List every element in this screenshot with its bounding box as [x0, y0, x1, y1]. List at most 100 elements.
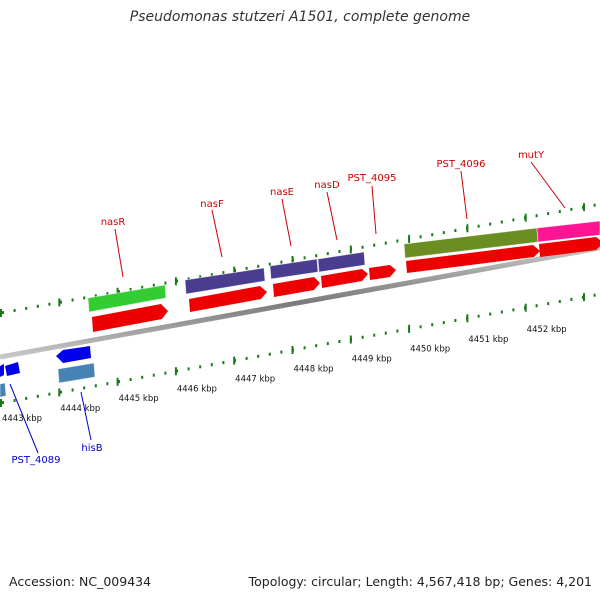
scale-label: 4446 kbp [177, 384, 217, 394]
rev-cds-arrow-left[interactable] [0, 364, 4, 377]
outer-dot [477, 224, 480, 228]
outer-dot [152, 283, 155, 287]
gene-bar-nasR[interactable] [87, 284, 167, 313]
rev-cds-arrow-PST_4089[interactable] [5, 362, 20, 376]
inner-dot [60, 390, 62, 394]
inner-dot [25, 396, 28, 400]
leader-hisB [80, 391, 92, 441]
inner-dot [222, 361, 225, 365]
inner-dot [512, 308, 515, 312]
outer-dot [512, 218, 515, 222]
outer-dot [593, 203, 596, 207]
inner-dot [83, 386, 86, 390]
label-hisB: hisB [81, 443, 102, 454]
gene-bar-nasF[interactable] [184, 267, 266, 295]
outer-dot [303, 256, 306, 260]
outer-major-tick [524, 213, 527, 222]
cds-arrow-nasF[interactable] [189, 286, 267, 312]
leader-PST_4096 [460, 170, 468, 220]
outer-dot [280, 260, 283, 264]
inner-dot [477, 314, 480, 318]
inner-dot [396, 329, 399, 333]
inner-dot [570, 297, 573, 301]
inner-dot [280, 350, 283, 354]
leader-nasF [211, 209, 223, 258]
gene-bar-nasD[interactable] [317, 251, 366, 273]
inner-major-tick [0, 399, 2, 407]
outer-dot [570, 207, 573, 211]
gene-bar-edge[interactable] [0, 382, 7, 398]
inner-dot [326, 342, 329, 346]
outer-dot [13, 309, 16, 312]
scale-label: 4448 kbp [293, 365, 333, 375]
inner-dot [454, 319, 457, 322]
inner-dot [547, 302, 550, 306]
outer-dot [141, 285, 144, 289]
cds-arrow-PST_4096[interactable] [406, 245, 540, 273]
inner-major-tick [233, 356, 236, 365]
outer-dot [547, 212, 550, 216]
cds-arrow-nasE[interactable] [273, 277, 320, 297]
label-PST_4096: PST_4096 [437, 159, 486, 170]
outer-dot [500, 220, 503, 224]
outer-dot [199, 275, 202, 279]
outer-dot [361, 245, 364, 249]
scale-label: 4445 kbp [119, 394, 159, 404]
outer-dot [187, 277, 190, 281]
outer-dot [396, 239, 399, 243]
inner-dot [558, 300, 561, 303]
inner-major-tick [174, 367, 177, 376]
outer-tick-track [0, 203, 596, 317]
inner-dot [361, 335, 364, 339]
inner-dot [419, 325, 422, 329]
outer-dot [431, 233, 434, 237]
outer-dot [164, 281, 167, 285]
outer-dot [245, 266, 248, 270]
outer-dot [454, 229, 457, 232]
cds-arrow-nasD[interactable] [321, 269, 368, 288]
label-nasD: nasD [314, 180, 340, 191]
outer-major-tick [466, 224, 469, 233]
inner-dot [373, 333, 376, 337]
label-nasR: nasR [101, 217, 126, 228]
gene-bar-mutY[interactable] [536, 220, 600, 243]
cds-arrow-mutY[interactable] [539, 237, 600, 257]
outer-dot [60, 300, 62, 304]
scale-label: 4449 kbp [352, 355, 392, 365]
label-nasF: nasF [200, 199, 224, 210]
outer-dot [268, 262, 271, 266]
outer-dot [2, 311, 4, 315]
outer-dot [25, 306, 28, 310]
inner-dot [13, 399, 16, 402]
outer-major-tick [0, 309, 2, 317]
leader-PST_4089 [9, 383, 39, 454]
outer-dot [36, 304, 39, 308]
inner-major-tick [291, 346, 294, 354]
label-nasE: nasE [270, 187, 294, 198]
outer-major-tick [349, 245, 352, 254]
inner-dot [257, 354, 260, 358]
inner-dot [210, 363, 213, 367]
outer-major-tick [58, 298, 61, 307]
cds-arrow-PST_4095[interactable] [369, 265, 396, 280]
cds-arrow-nasR[interactable] [92, 304, 168, 332]
inner-dot [176, 369, 178, 373]
outer-dot [118, 290, 120, 294]
outer-dot [210, 273, 213, 277]
outer-dot [257, 264, 260, 268]
gene-bar-hisB[interactable] [57, 362, 96, 384]
outer-dot [129, 288, 132, 291]
inner-dot [245, 356, 248, 360]
gene-bar-nasE[interactable] [269, 258, 319, 280]
inner-dot [2, 401, 4, 405]
inner-dot [141, 375, 144, 379]
map-title: Pseudomonas stutzeri A1501, complete gen… [129, 9, 471, 25]
inner-dot [268, 352, 271, 356]
inner-major-tick [466, 314, 469, 323]
outer-dot [83, 296, 86, 300]
rev-cds-arrow-hisB[interactable] [56, 346, 91, 363]
inner-major-tick [116, 377, 119, 386]
outer-dot [489, 222, 492, 226]
outer-major-tick [583, 203, 585, 212]
inner-major-tick [349, 335, 352, 344]
